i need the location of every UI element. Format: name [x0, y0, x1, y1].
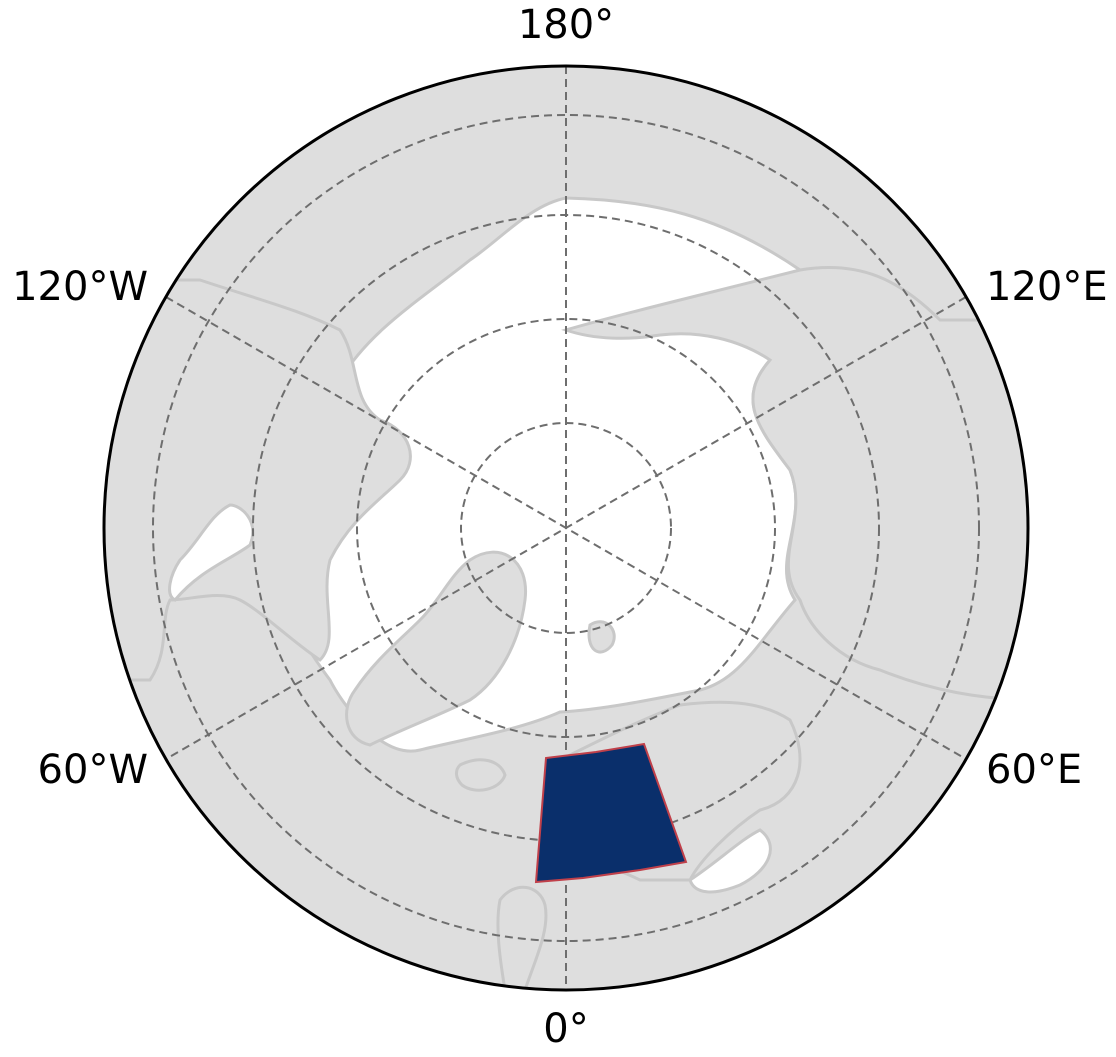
map-boundary — [102, 64, 1030, 992]
siberia — [561, 265, 1028, 702]
greenland — [345, 550, 528, 747]
iceland — [455, 758, 507, 792]
baltic-sea — [688, 828, 772, 894]
label-0: 0° — [543, 1006, 588, 1052]
svalbard — [587, 620, 616, 654]
hudson-bay — [168, 503, 254, 602]
label-180: 180° — [518, 2, 614, 48]
label-120w: 120°W — [12, 264, 148, 310]
label-60w: 60°W — [38, 747, 148, 793]
label-120e: 120°E — [986, 264, 1108, 310]
highlighted-region — [534, 742, 688, 884]
label-60e: 60°E — [986, 747, 1082, 793]
